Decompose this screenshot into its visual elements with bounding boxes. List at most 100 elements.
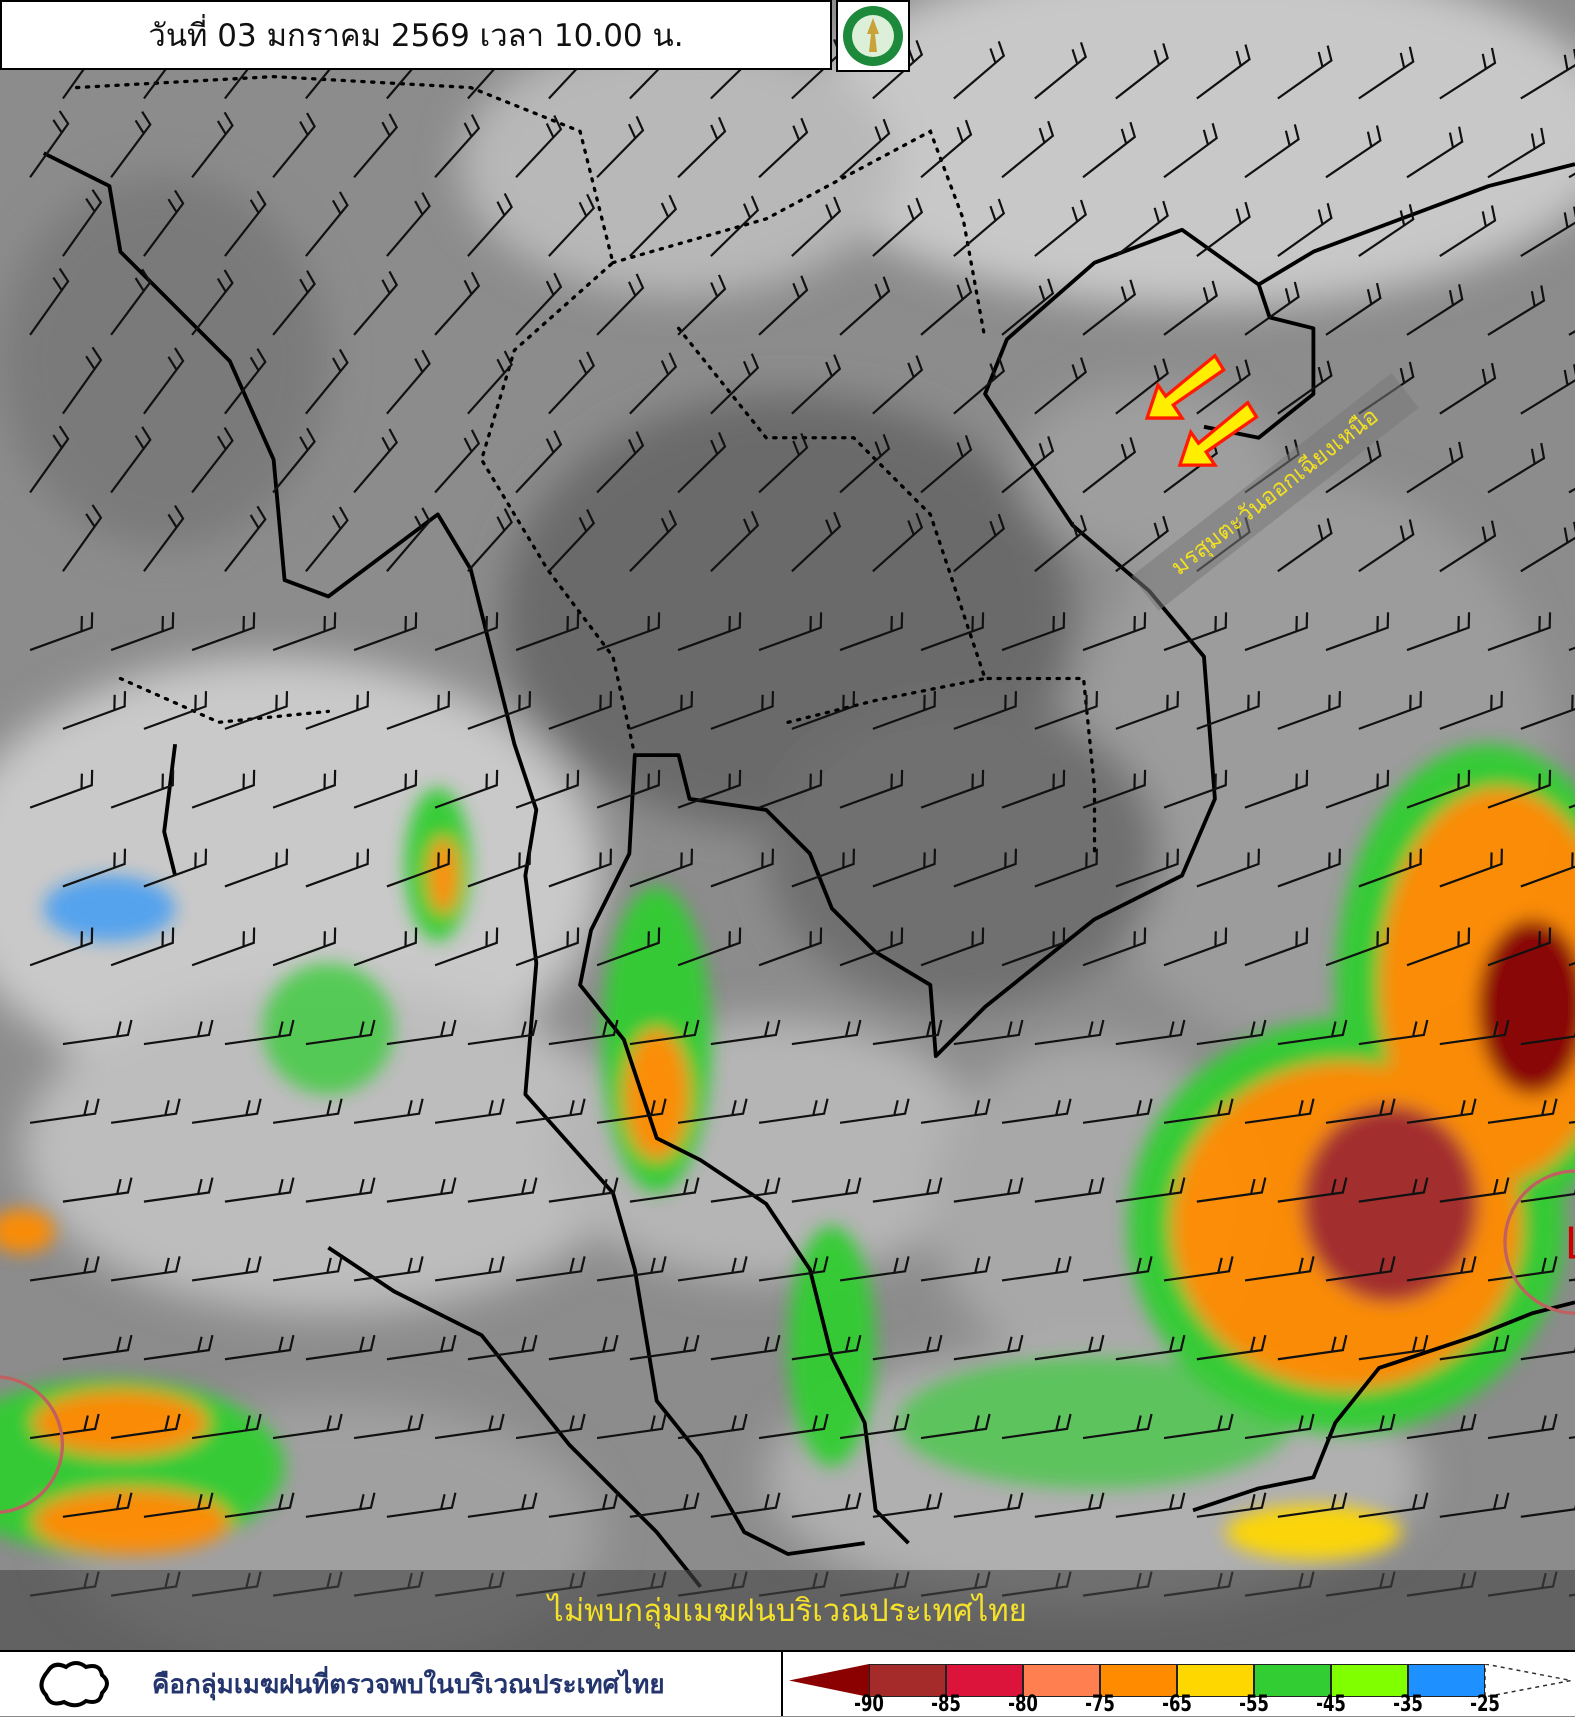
- wind-barb: [953, 1492, 1024, 1518]
- wind-barb: [110, 927, 175, 967]
- colorbar-tick-label: -35: [1393, 1692, 1423, 1717]
- wind-barb: [791, 511, 842, 573]
- wind-barb: [548, 1334, 619, 1361]
- wind-barb: [191, 269, 234, 336]
- wind-barb: [386, 507, 431, 572]
- wind-barb: [1001, 1413, 1072, 1440]
- wind-barb: [1196, 1334, 1267, 1361]
- wind-barb: [1277, 360, 1333, 415]
- wind-barb: [224, 1492, 295, 1518]
- wind-barb: [353, 428, 399, 494]
- wind-barb: [1163, 280, 1218, 336]
- wind-barb: [920, 612, 985, 652]
- wind-barb: [1520, 694, 1575, 730]
- wind-barb: [515, 272, 563, 336]
- wind-barb: [920, 434, 973, 494]
- wind-barb: [1406, 1413, 1477, 1440]
- wind-barb: [839, 118, 891, 179]
- wind-barb: [1244, 927, 1309, 967]
- wind-barb: [791, 1492, 862, 1518]
- wind-barb: [710, 353, 760, 415]
- wind-barb: [872, 1492, 943, 1518]
- wind-arrow-icon: [1144, 353, 1226, 420]
- wind-barb: [677, 1413, 748, 1440]
- low-pressure-markers: L: [0, 1169, 1575, 1514]
- colorbar-tick-label: -75: [1085, 1692, 1115, 1717]
- wind-barb: [629, 1177, 700, 1203]
- wind-barb: [191, 111, 234, 178]
- wind-barb: [191, 1413, 262, 1440]
- wind-barb: [629, 352, 678, 415]
- wind-barb: [953, 356, 1006, 415]
- wind-barb: [1439, 205, 1497, 258]
- wind-barb: [62, 691, 127, 730]
- wind-barb: [1163, 1256, 1234, 1282]
- wind-barb: [272, 927, 337, 967]
- status-banner: ไม่พบกลุ่มเมฆฝนบริเวณประเทศไทย: [0, 1570, 1575, 1650]
- wind-barb: [953, 41, 1006, 100]
- wind-barb: [386, 848, 451, 888]
- wind-barb: [272, 112, 316, 178]
- wind-barb: [224, 1019, 295, 1046]
- wind-barb: [143, 1492, 214, 1518]
- colorbar-segment: [869, 1664, 946, 1697]
- wind-barb: [1001, 769, 1066, 809]
- wind-barb: [872, 355, 924, 415]
- wind-barb: [224, 1334, 295, 1361]
- wind-barb: [1196, 1492, 1267, 1518]
- wind-barb: [596, 431, 645, 494]
- wind-barb: [839, 927, 904, 967]
- wind-barb: [1244, 124, 1300, 179]
- wind-barb: [1034, 1334, 1105, 1361]
- wind-barb: [1034, 42, 1088, 100]
- wind-barb: [305, 848, 370, 888]
- wind-barb: [467, 691, 532, 730]
- wind-barb: [1196, 848, 1260, 888]
- wind-barb: [1277, 1019, 1348, 1046]
- wind-barb: [386, 1492, 457, 1518]
- colorbar-segment: [946, 1664, 1023, 1697]
- wind-barb: [191, 426, 234, 494]
- wind-barb: [515, 612, 580, 652]
- wind-arrow-icon: [1177, 400, 1259, 467]
- wind-barb: [272, 270, 316, 336]
- wind-barb: [1034, 691, 1099, 730]
- wind-barb: [596, 1256, 667, 1282]
- wind-barb: [1034, 357, 1088, 415]
- wind-barb: [1196, 359, 1251, 415]
- wind-barb: [1520, 852, 1575, 888]
- country-borders: [74, 74, 1097, 856]
- wind-barb: [1082, 927, 1147, 967]
- wind-barb: [1115, 358, 1169, 415]
- wind-barb: [1277, 202, 1333, 257]
- wind-barb: [710, 1492, 781, 1518]
- wind-barb: [353, 1256, 424, 1282]
- wind-barb: [434, 1256, 505, 1282]
- wind-barb: [1244, 1256, 1315, 1282]
- wind-barb: [1277, 1177, 1348, 1203]
- wind-barb: [1115, 691, 1179, 730]
- wind-barb: [434, 1413, 505, 1440]
- wind-barb: [839, 433, 891, 494]
- wind-barb: [677, 612, 742, 652]
- colorbar-segment: [1177, 1664, 1254, 1697]
- wind-barb: [677, 1256, 748, 1282]
- wind-barb: [386, 1019, 457, 1046]
- wind-barb: [1439, 1019, 1510, 1046]
- wind-barb: [1244, 769, 1309, 809]
- colorbar-segment: [1408, 1664, 1485, 1697]
- wind-barb: [548, 509, 596, 573]
- wind-barb: [1487, 612, 1552, 652]
- wind-barb: [1196, 691, 1260, 730]
- wind-barb: [467, 192, 513, 257]
- wind-barb: [1325, 125, 1382, 179]
- wind-barb: [1082, 437, 1137, 494]
- wind-barb: [29, 425, 70, 494]
- wind-barb: [1520, 1504, 1575, 1518]
- wind-barb: [1034, 1177, 1105, 1203]
- wind-barb: [1082, 1256, 1153, 1282]
- wind-barb: [1001, 1098, 1072, 1124]
- wind-barb: [758, 1098, 829, 1124]
- wind-barb: [953, 198, 1006, 257]
